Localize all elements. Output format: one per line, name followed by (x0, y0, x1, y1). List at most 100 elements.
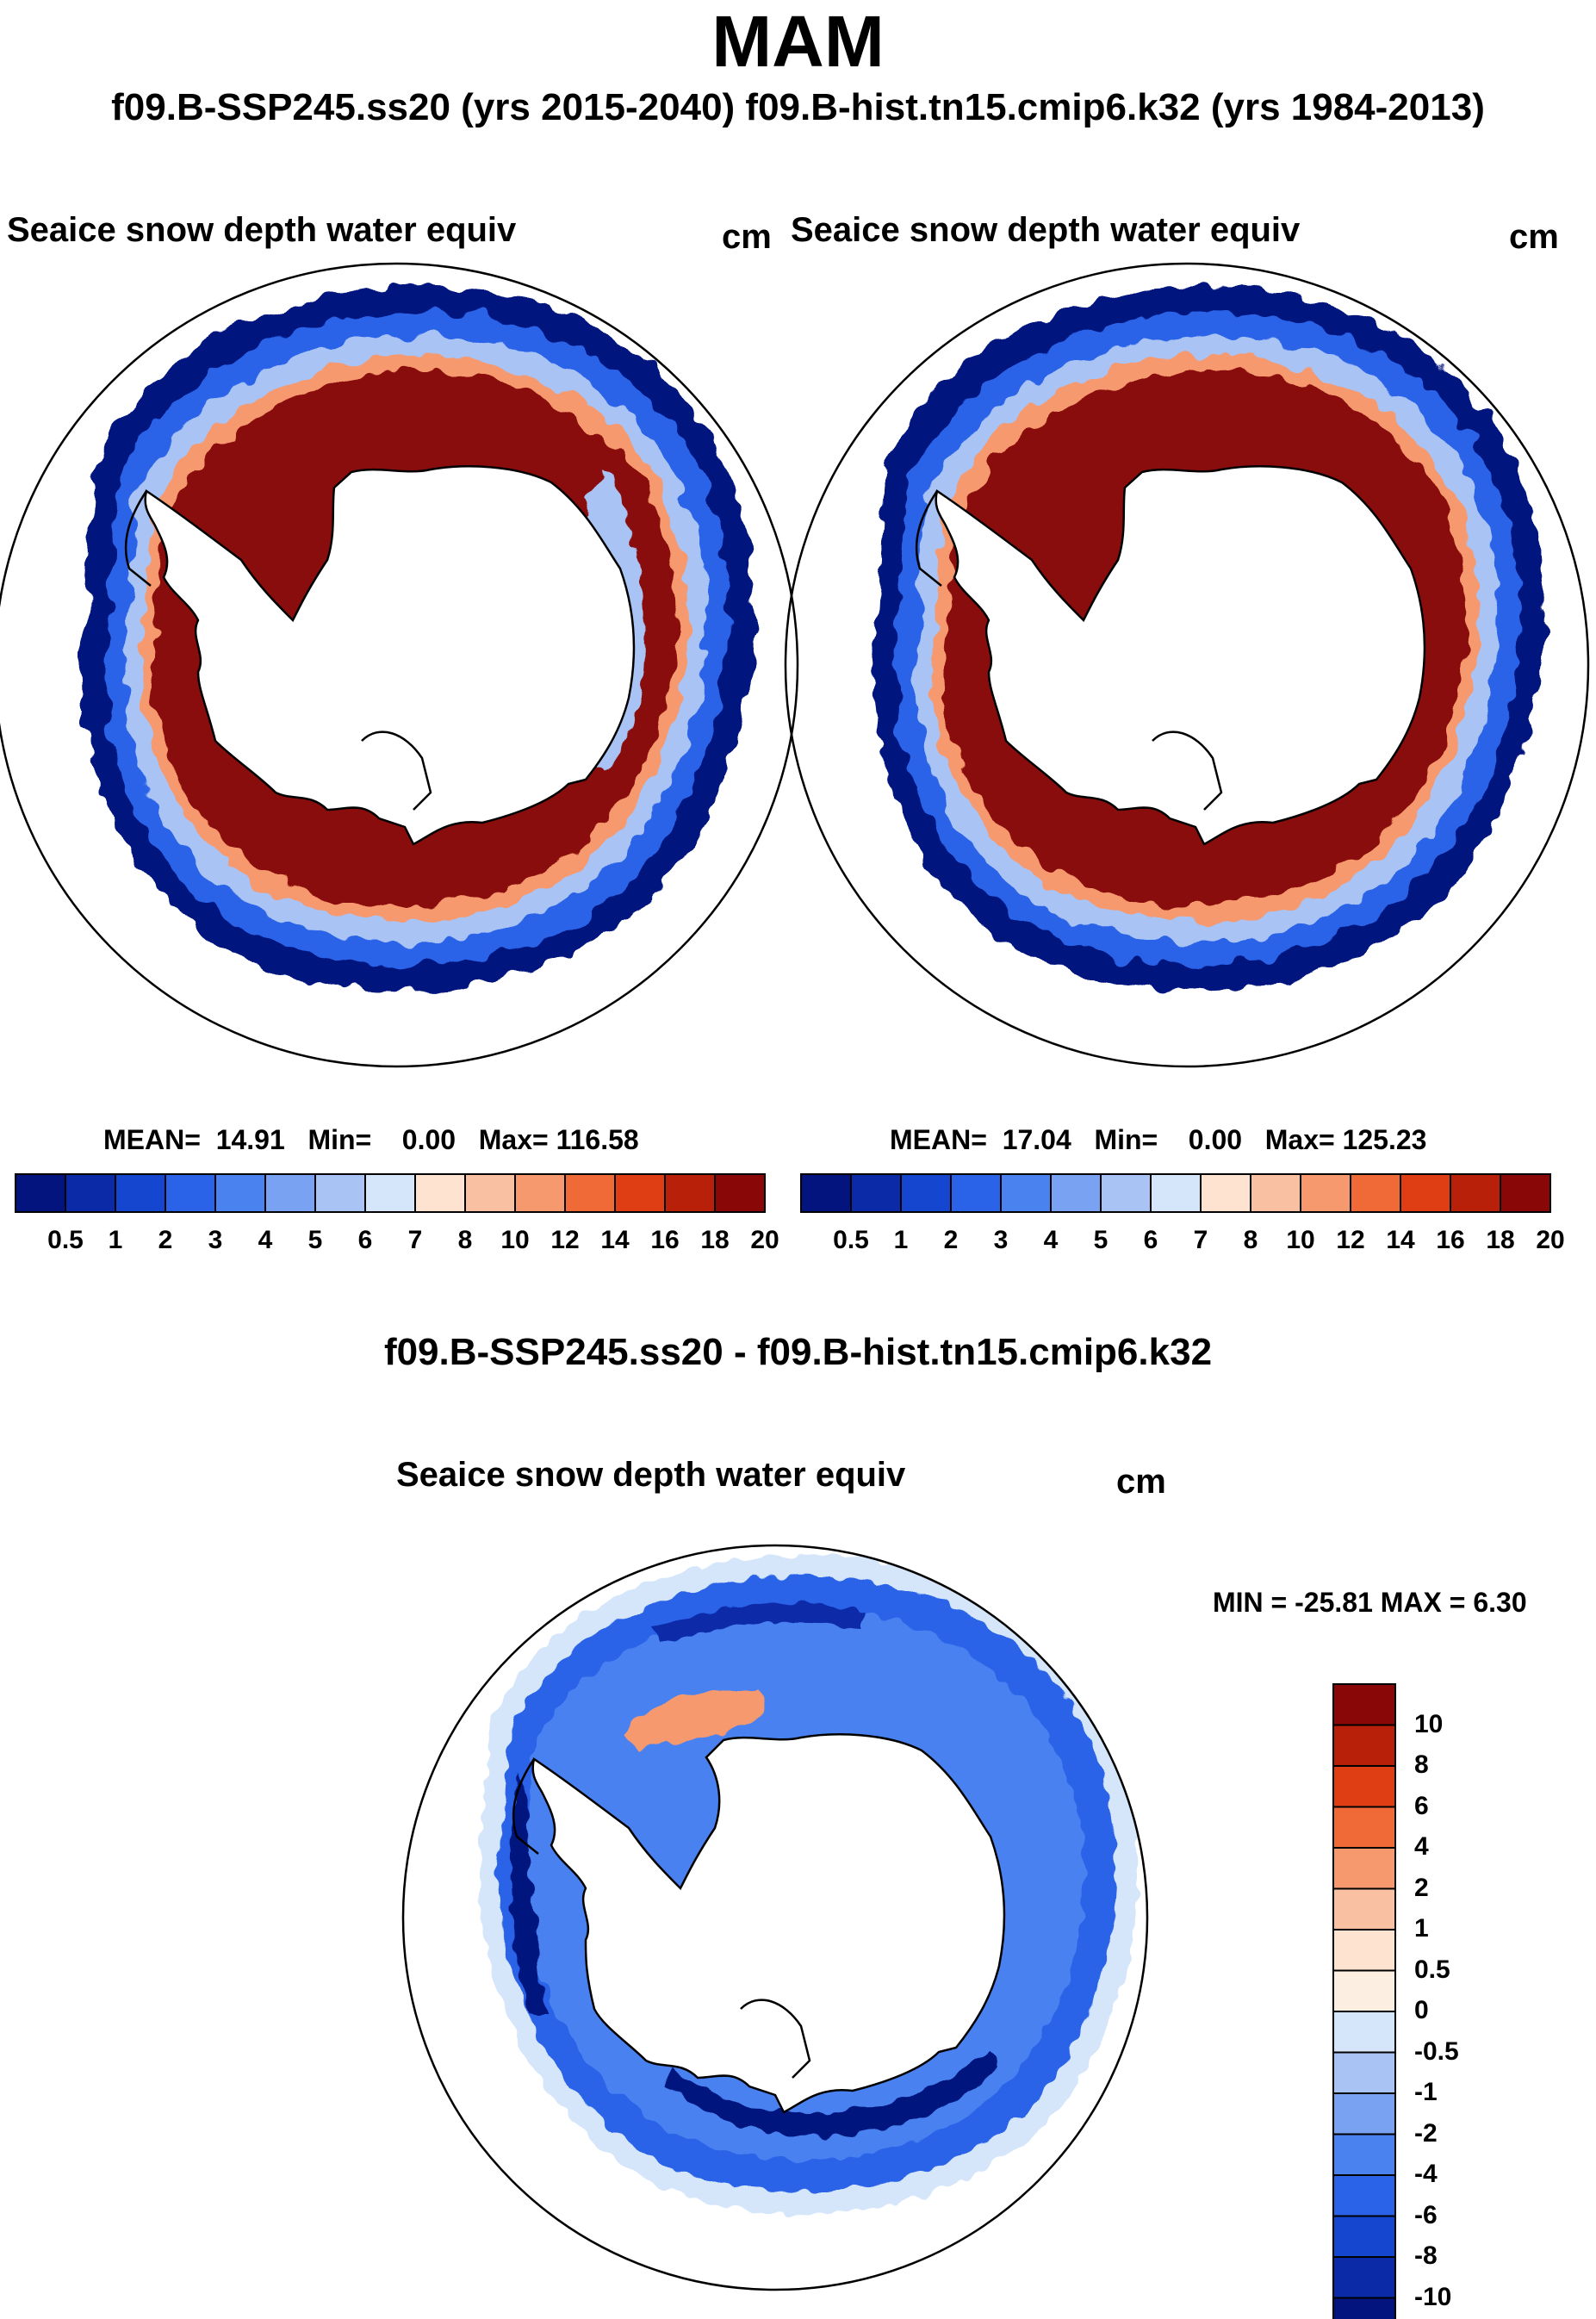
diff-header: f09.B-SSP245.ss20 - f09.B-hist.tn15.cmip… (383, 1331, 1213, 1373)
left-colorbar-tick-label: 3 (208, 1226, 223, 1254)
right-max-label: Max= (1264, 1124, 1335, 1155)
left-colorbar-swatch (165, 1173, 216, 1213)
left-max-value: 116.58 (556, 1124, 639, 1155)
diff-colorbar-tick-label: 8 (1414, 1750, 1429, 1779)
right-colorbar-tick-label: 7 (1193, 1226, 1208, 1254)
right-colorbar-swatch (1000, 1173, 1052, 1213)
diff-colorbar-tick-label: 10 (1414, 1709, 1444, 1738)
diff-colorbar-tick-label: 6 (1414, 1791, 1429, 1820)
diff-colorbar-swatch (1332, 1806, 1396, 1849)
left-colorbar-tick-label: 18 (700, 1226, 730, 1254)
diff-colorbar-tick-label: -10 (1414, 2282, 1452, 2311)
right-min-value: 0.00 (1188, 1124, 1243, 1155)
right-colorbar-swatch (1050, 1173, 1102, 1213)
right-panel-units: cm (1509, 218, 1559, 256)
left-colorbar-tick-label: 12 (550, 1226, 580, 1254)
left-colorbar-tick-label: 6 (357, 1226, 373, 1254)
left-map-boundary (0, 262, 799, 1068)
left-colorbar-swatch (115, 1173, 166, 1213)
right-colorbar-swatch (1250, 1173, 1301, 1213)
left-colorbar-tick-label: 7 (407, 1226, 423, 1254)
right-colorbar-swatch (1500, 1173, 1551, 1213)
right-colorbar-tick-label: 12 (1336, 1226, 1365, 1254)
right-colorbar-tick-label: 8 (1243, 1226, 1258, 1254)
left-colorbar-swatch (364, 1173, 416, 1213)
diff-colorbar-tick-label: 2 (1414, 1873, 1429, 1902)
diff-colorbar-tick-label: 0 (1414, 1996, 1429, 2024)
diff-colorbar-tick-label: -0.5 (1414, 2036, 1459, 2066)
figure-subtitle: f09.B-SSP245.ss20 (yrs 2015-2040) f09.B-… (111, 86, 1485, 128)
right-antarctica (935, 465, 1426, 846)
right-colorbar-tick-label: 18 (1486, 1226, 1515, 1254)
diff-colorbar-swatch (1332, 1969, 1396, 2012)
right-colorbar-tick-label: 16 (1436, 1226, 1465, 1254)
left-colorbar-swatch (414, 1173, 466, 1213)
diff-panel-units: cm (1116, 1463, 1166, 1501)
right-map-boundary (784, 262, 1590, 1068)
left-colorbar-tick-label: 0.5 (47, 1226, 84, 1254)
right-colorbar-swatch (1300, 1173, 1351, 1213)
left-colorbar-tick-label: 16 (650, 1226, 680, 1254)
right-stats: MEAN= 17.04 Min= 0.00 Max= 125.23 (890, 1124, 1426, 1156)
diff-panel-title: Seaice snow depth water equiv (396, 1456, 906, 1494)
right-colorbar-swatch (1200, 1173, 1251, 1213)
left-panel-units: cm (722, 218, 772, 256)
left-colorbar-swatch (15, 1173, 66, 1213)
diff-colorbar-swatch (1332, 2256, 1396, 2299)
left-colorbar-swatch (714, 1173, 766, 1213)
right-colorbar-swatch (1350, 1173, 1401, 1213)
diff-colorbar-swatch (1332, 1887, 1396, 1930)
left-colorbar-tick-label: 1 (108, 1226, 123, 1254)
diff-colorbar-tick-label: -2 (1414, 2118, 1438, 2148)
diff-minmax: MIN = -25.81 MAX = 6.30 (1213, 1587, 1527, 1618)
diff-map-boundary (401, 1544, 1149, 2291)
right-colorbar-tick-label: 4 (1043, 1226, 1059, 1254)
right-colorbar-tick-label: 5 (1093, 1226, 1109, 1254)
left-min-value: 0.00 (401, 1124, 456, 1155)
left-colorbar-swatch (65, 1173, 116, 1213)
left-colorbar-swatch (314, 1173, 366, 1213)
left-min-label: Min= (307, 1124, 372, 1155)
left-mean-label: MEAN= (103, 1124, 201, 1155)
right-colorbar-tick-label: 6 (1143, 1226, 1158, 1254)
left-colorbar-tick-label: 5 (307, 1226, 323, 1254)
diff-colorbar-swatch (1332, 1847, 1396, 1890)
diff-colorbar-tick-label: -1 (1414, 2078, 1438, 2106)
right-colorbar-tick-label: 1 (893, 1226, 909, 1254)
diff-colorbar-swatch (1332, 1765, 1396, 1808)
left-colorbar-tick-label: 4 (258, 1226, 273, 1254)
diff-colorbar (1332, 1683, 1396, 2319)
right-colorbar-tick-label: 2 (943, 1226, 959, 1254)
left-map (83, 285, 755, 992)
left-antarctica (144, 465, 636, 846)
diff-colorbar-swatch (1332, 2297, 1396, 2319)
left-panel-title: Seaice snow depth water equiv (7, 211, 517, 249)
left-colorbar-swatch (614, 1173, 666, 1213)
right-colorbar-swatch (850, 1173, 902, 1213)
right-min-label: Min= (1094, 1124, 1158, 1155)
right-colorbar-swatch (900, 1173, 952, 1213)
left-colorbar-swatch (564, 1173, 616, 1213)
diff-colorbar-swatch (1332, 1683, 1396, 1726)
figure-title: MAM (711, 1, 885, 82)
left-mean-value: 14.91 (215, 1124, 285, 1155)
diff-colorbar-swatch (1332, 2174, 1396, 2217)
right-max-value: 125.23 (1342, 1124, 1427, 1155)
right-mean-label: MEAN= (890, 1124, 987, 1155)
diff-colorbar-swatch (1332, 1724, 1396, 1767)
diff-colorbar-tick-label: 4 (1414, 1832, 1429, 1861)
diff-colorbar-swatch (1332, 2051, 1396, 2094)
right-colorbar-tick-label: 0.5 (833, 1226, 869, 1254)
left-colorbar-swatch (464, 1173, 516, 1213)
diff-colorbar-tick-label: 0.5 (1414, 1955, 1450, 1984)
diff-antarctica (531, 1733, 1006, 2114)
left-colorbar-swatch (514, 1173, 566, 1213)
diff-colorbar-tick-label: -8 (1414, 2241, 1438, 2270)
left-colorbar-swatch (664, 1173, 716, 1213)
right-panel-title: Seaice snow depth water equiv (791, 211, 1301, 249)
right-colorbar-tick-label: 10 (1286, 1226, 1315, 1254)
left-colorbar-swatch (264, 1173, 316, 1213)
right-mean-value: 17.04 (1002, 1124, 1071, 1155)
diff-colorbar-swatch (1332, 2133, 1396, 2176)
left-colorbar-swatch (214, 1173, 266, 1213)
